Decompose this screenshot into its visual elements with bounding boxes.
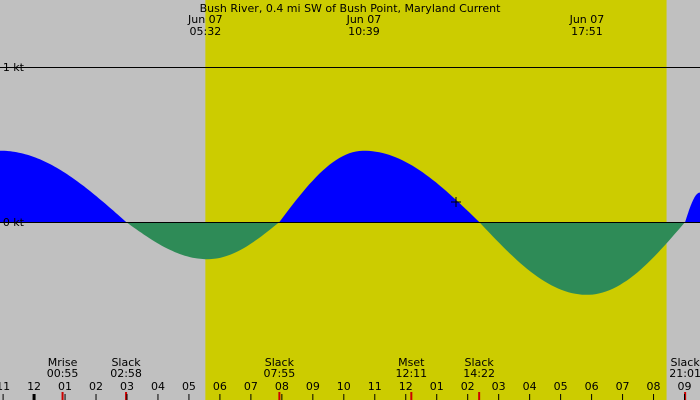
event-time-label: 21:01 <box>669 367 700 380</box>
top-time-label: 05:32 <box>190 25 222 38</box>
top-time-label: 10:39 <box>348 25 380 38</box>
y-tick-label: 0 kt <box>3 216 25 229</box>
hour-tick-label: 12 <box>399 380 413 393</box>
hour-tick-label: 01 <box>58 380 72 393</box>
hour-tick-label: 11 <box>0 380 10 393</box>
hour-tick-label: 12 <box>27 380 41 393</box>
top-time-label: 17:51 <box>571 25 603 38</box>
event-time-label: 02:58 <box>110 367 142 380</box>
hour-tick-label: 04 <box>523 380 537 393</box>
flood-area <box>685 192 700 222</box>
hour-tick-label: 01 <box>430 380 444 393</box>
hour-tick-label: 04 <box>151 380 165 393</box>
event-name-label: Slack <box>265 356 295 369</box>
hour-tick-label: 09 <box>306 380 320 393</box>
hour-tick-label: 06 <box>213 380 227 393</box>
hour-tick-label: 09 <box>678 380 692 393</box>
cursor-crosshair-icon <box>451 197 461 207</box>
flood-area <box>279 150 480 222</box>
hour-tick-label: 08 <box>647 380 661 393</box>
top-day-label: Jun 07 <box>346 13 382 26</box>
ebb-area <box>479 222 686 295</box>
hour-tick-label: 03 <box>492 380 506 393</box>
chart-title: Bush River, 0.4 mi SW of Bush Point, Mar… <box>200 2 501 15</box>
hour-tick-label: 02 <box>89 380 103 393</box>
top-day-label: Jun 07 <box>569 13 605 26</box>
event-name-label: Slack <box>671 356 700 369</box>
hour-tick-label: 11 <box>368 380 382 393</box>
event-name-label: Slack <box>465 356 495 369</box>
event-time-label: 12:11 <box>395 367 427 380</box>
hour-tick-label: 03 <box>120 380 134 393</box>
ebb-area <box>126 222 280 260</box>
hour-tick-label: 06 <box>585 380 599 393</box>
flood-area <box>0 150 127 222</box>
hour-tick-label: 02 <box>461 380 475 393</box>
event-time-label: 00:55 <box>47 367 79 380</box>
event-name-label: Mset <box>398 356 425 369</box>
hour-tick-label: 10 <box>337 380 351 393</box>
event-time-label: 07:55 <box>264 367 296 380</box>
event-name-label: Mrise <box>48 356 78 369</box>
hour-tick-label: 08 <box>275 380 289 393</box>
event-name-label: Slack <box>111 356 141 369</box>
event-time-label: 14:22 <box>463 367 495 380</box>
hour-tick-label: 05 <box>554 380 568 393</box>
hour-tick-label: 07 <box>616 380 630 393</box>
hour-tick-label: 05 <box>182 380 196 393</box>
top-day-label: Jun 07 <box>187 13 223 26</box>
y-tick-label: 1 kt <box>3 61 25 74</box>
hour-tick-label: 07 <box>244 380 258 393</box>
